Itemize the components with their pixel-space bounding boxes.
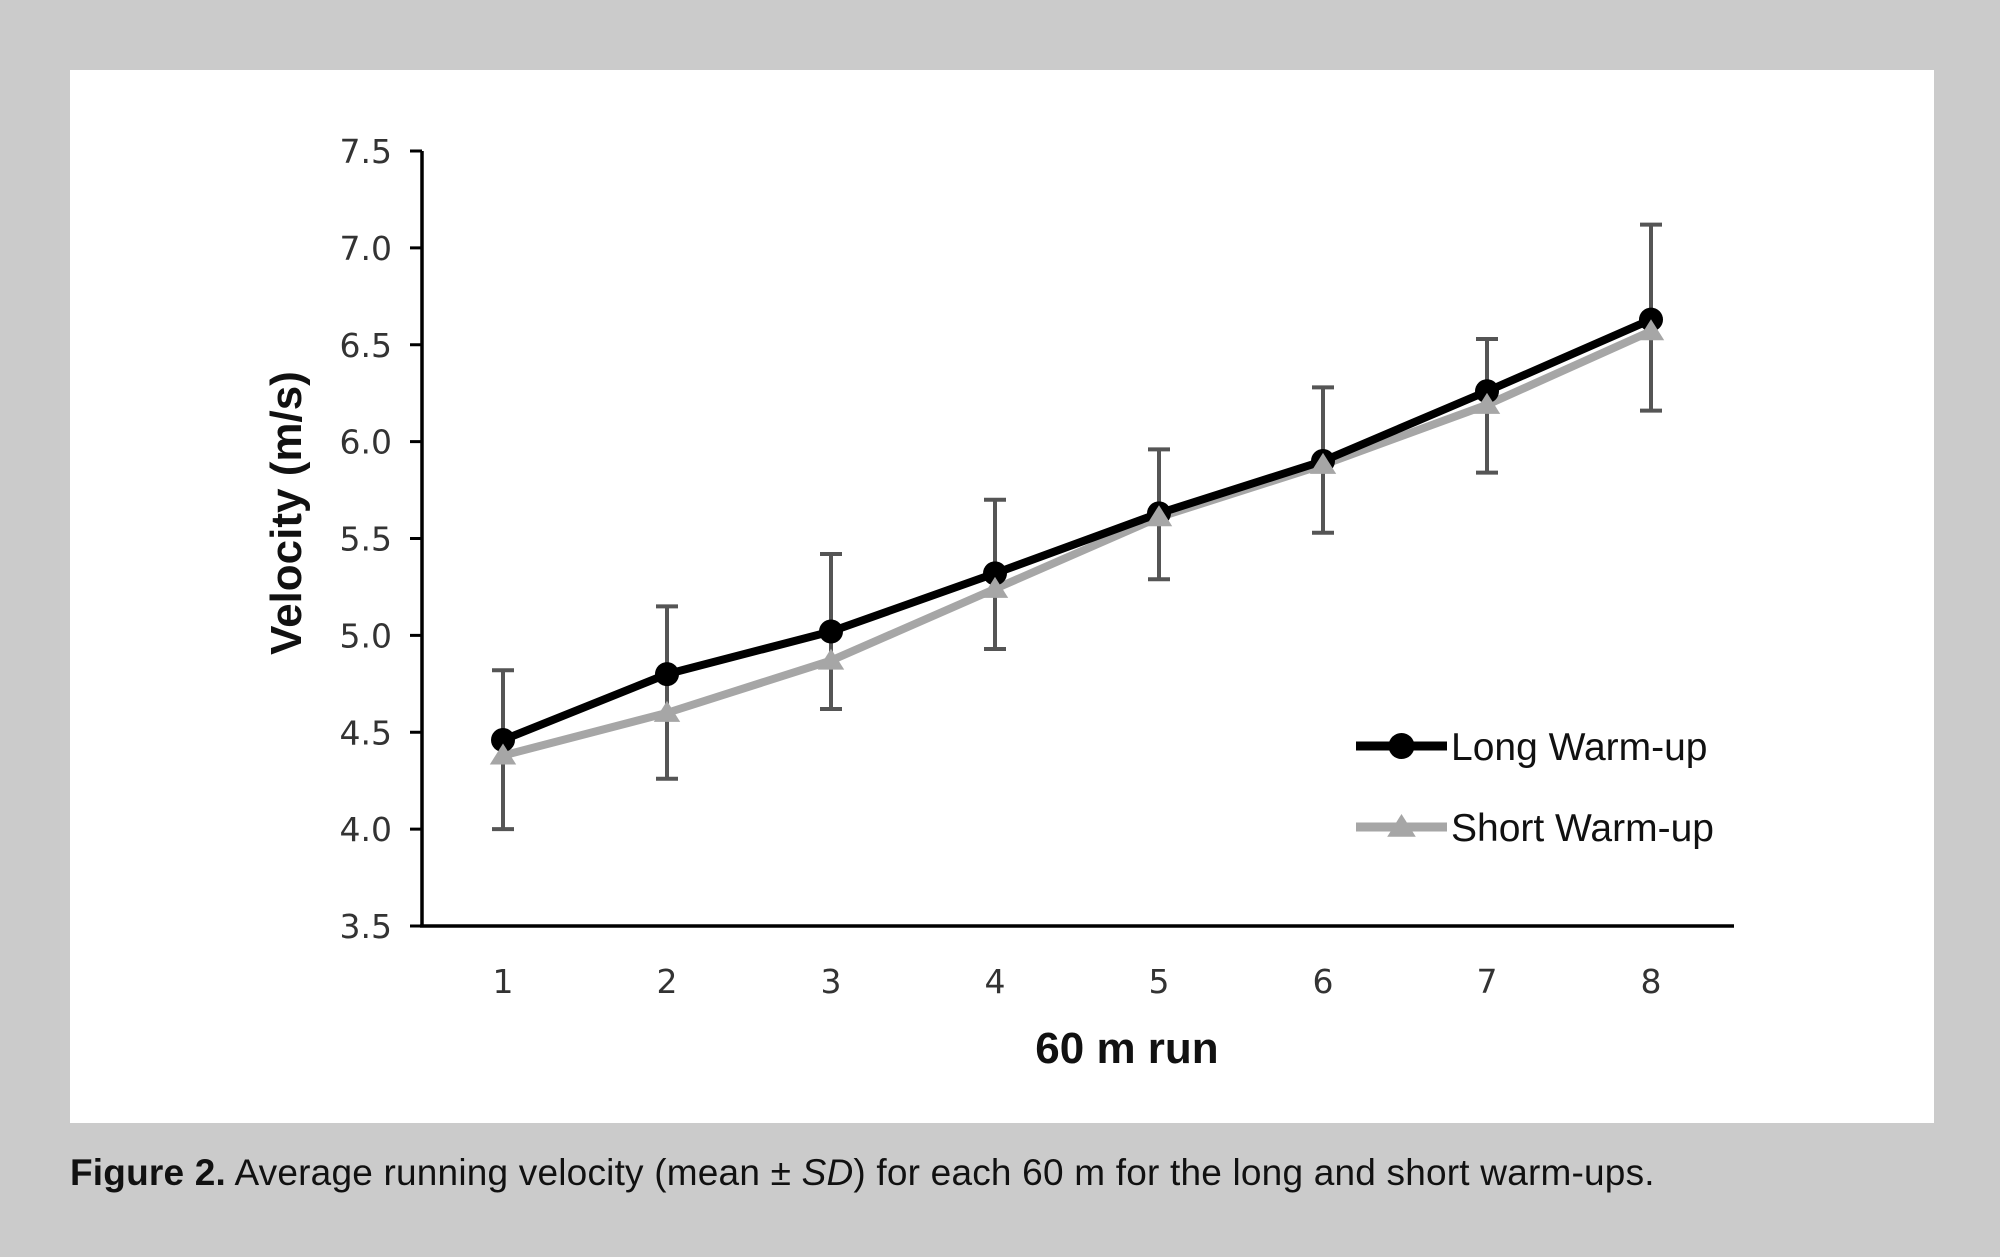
caption-figure-number: Figure 2. [70, 1152, 226, 1193]
marker-short-warm-up [1473, 392, 1501, 414]
x-tick-label: 1 [493, 962, 514, 1001]
marker-long-warm-up [655, 662, 679, 687]
marker-long-warm-up [1475, 379, 1499, 404]
x-tick-label: 6 [1313, 962, 1334, 1001]
tick-labels: 3.5 4.0 4.5 5.0 5.5 6.0 6.5 7.0 7.5 1 2 3 4 5 6 7 8 [340, 132, 1662, 1001]
caption-sd: SD [801, 1152, 854, 1193]
y-tick-label: 5.0 [340, 616, 392, 655]
legend-label-short-warm-up: Short Warm-up [1451, 807, 1714, 850]
series-line-long-warm-up [501, 315, 1653, 744]
x-tick-label: 3 [821, 962, 842, 1001]
marker-short-warm-up [817, 648, 845, 670]
y-axis-title: Velocity (m/s) [262, 371, 311, 655]
x-tick-label: 5 [1149, 962, 1170, 1001]
y-tick-label: 5.5 [340, 520, 392, 559]
legend: Long Warm-up Short Warm-up [1356, 726, 1714, 850]
marker-short-warm-up [489, 743, 517, 765]
y-tick-label: 6.0 [340, 423, 392, 462]
marker-long-warm-up [819, 619, 843, 644]
legend-label-long-warm-up: Long Warm-up [1451, 726, 1708, 769]
legend-marker-short-warm-up [1387, 814, 1416, 837]
marker-short-warm-up [653, 700, 681, 722]
marker-short-warm-up [1145, 505, 1173, 527]
y-tick-label: 6.5 [340, 326, 392, 365]
figure-caption: Figure 2. Average running velocity (mean… [70, 1152, 1655, 1194]
x-tick-label: 4 [985, 962, 1006, 1001]
x-axis-title: 60 m run [1035, 1024, 1218, 1073]
x-tick-label: 8 [1641, 962, 1662, 1001]
caption-text-before: Average running velocity (mean ± [234, 1152, 792, 1193]
legend-marker-long-warm-up [1388, 733, 1415, 759]
series-line-short-warm-up [501, 327, 1653, 760]
y-tick-label: 7.0 [340, 229, 392, 268]
caption-text-after: ) for each 60 m for the long and short w… [853, 1152, 1655, 1193]
series-markers [489, 307, 1665, 765]
marker-short-warm-up [1309, 452, 1337, 474]
y-tick-label: 4.0 [340, 810, 392, 849]
x-tick-label: 2 [657, 962, 678, 1001]
axes [410, 149, 1734, 928]
marker-long-warm-up [491, 728, 515, 752]
marker-short-warm-up [1637, 319, 1665, 341]
series-lines [501, 315, 1653, 760]
marker-short-warm-up [981, 576, 1009, 598]
y-tick-label: 4.5 [340, 713, 392, 752]
x-tick-label: 7 [1477, 962, 1498, 1001]
y-tick-label: 3.5 [340, 907, 392, 946]
y-tick-label: 7.5 [340, 132, 392, 171]
marker-long-warm-up [983, 561, 1007, 586]
